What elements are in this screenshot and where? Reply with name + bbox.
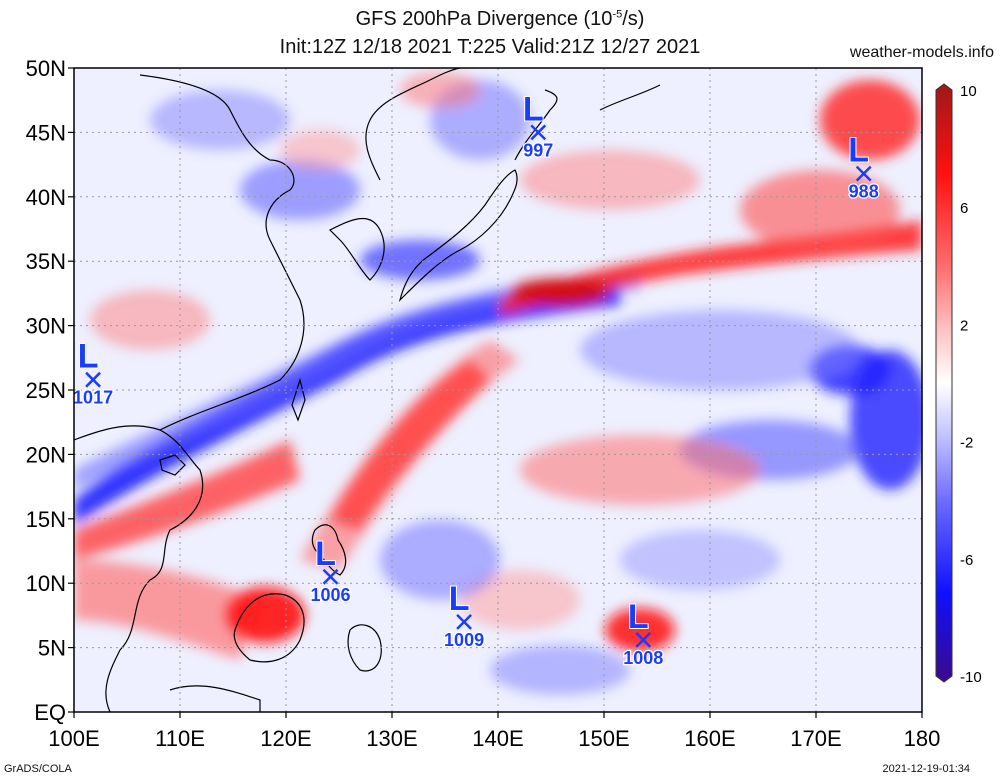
lon-tick-label: 180 [904, 726, 941, 751]
latitude-axis: EQ 5N 10N 15N 20N 25N 30N 35N 40N 45N 50N [26, 56, 74, 725]
low-center-x [635, 631, 652, 648]
low-pressure-label: 1009 [444, 630, 484, 650]
lat-tick-label: 20N [26, 442, 66, 467]
lon-tick-label: 160E [684, 726, 735, 751]
lat-tick-label: 15N [26, 507, 66, 532]
low-pressure-label: 1006 [310, 585, 350, 605]
low-symbol: L [315, 535, 336, 573]
low-center: L 1008 [622, 597, 665, 669]
lon-tick-label: 100E [48, 726, 99, 751]
lat-tick-label: EQ [34, 700, 66, 725]
lon-tick-label: 140E [472, 726, 523, 751]
low-pressure-label: 988 [849, 182, 879, 202]
brand-label: weather-models.info [849, 44, 994, 61]
lat-tick-label: 5N [38, 636, 66, 661]
software-credit: GrADS/COLA [4, 763, 72, 775]
low-center-x [855, 165, 872, 182]
colorbar-label: 2 [960, 317, 968, 334]
lat-tick-label: 10N [26, 571, 66, 596]
low-center: L 1017 [72, 337, 115, 409]
lat-tick-label: 30N [26, 314, 66, 339]
low-symbol: L [449, 580, 470, 618]
lat-tick-label: 25N [26, 378, 66, 403]
longitude-axis: 100E 110E 120E 130E 140E 150E 160E 170E 180 [48, 712, 940, 751]
lat-tick-label: 45N [26, 120, 66, 145]
low-pressure-label: 997 [523, 140, 553, 160]
low-center-x [530, 124, 547, 141]
low-symbol: L [628, 598, 649, 636]
low-symbol: L [848, 132, 869, 170]
lon-tick-label: 110E [155, 726, 205, 751]
generated-timestamp: 2021-12-19-01:34 [882, 763, 970, 775]
coastlines [74, 68, 661, 712]
low-center: L 988 [847, 131, 880, 203]
low-center-x [322, 568, 339, 585]
map-title-line1: GFS 200hPa Divergence (10-5/s) [355, 8, 645, 30]
low-center: L 1009 [443, 579, 486, 651]
lat-tick-label: 50N [26, 56, 66, 81]
low-pressure-label: 1008 [623, 648, 663, 668]
colorbar-label: -6 [960, 552, 973, 569]
colorbar-label: -2 [960, 435, 973, 452]
low-symbol: L [78, 338, 99, 376]
lon-tick-label: 170E [790, 726, 841, 751]
colorbar-ramp [935, 83, 953, 683]
colorbar-label: 6 [960, 200, 968, 217]
low-center: L 1006 [309, 534, 352, 606]
low-symbol: L [523, 90, 544, 128]
divergence-field [74, 68, 922, 712]
low-center-x [456, 613, 472, 630]
lat-tick-label: 35N [26, 249, 66, 274]
lon-tick-label: 120E [260, 726, 311, 751]
lon-tick-label: 130E [366, 726, 417, 751]
low-pressure-markers: L 997 L 988 L 1017 L 1006 L 1009 L 1008 [72, 89, 880, 669]
lat-tick-label: 40N [26, 185, 66, 210]
low-pressure-label: 1017 [73, 388, 113, 408]
colorbar-label: -10 [960, 669, 982, 686]
colorbar: 10 6 2 -2 -6 -10 [935, 83, 982, 686]
colorbar-labels: 10 6 2 -2 -6 -10 [960, 83, 982, 686]
lon-tick-label: 150E [578, 726, 629, 751]
colorbar-label: 10 [960, 83, 977, 100]
map-title-line2: Init:12Z 12/18 2021 T:225 Valid:21Z 12/2… [279, 36, 701, 58]
low-center: L 997 [522, 89, 555, 161]
low-center-x [85, 371, 101, 388]
